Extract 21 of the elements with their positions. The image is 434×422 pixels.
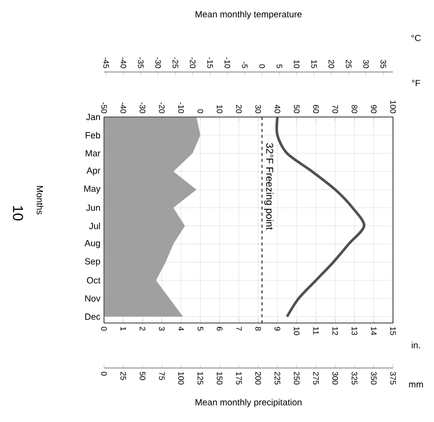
text: 10: [12, 206, 24, 220]
y-tick-label: May: [84, 186, 100, 194]
text: °C: [412, 34, 421, 42]
y-tick-label: Apr: [86, 167, 100, 176]
text: mm: [409, 382, 423, 388]
y-tick-label: Nov: [85, 295, 100, 302]
text: in.: [412, 342, 420, 348]
y-tick-label: Jan: [86, 114, 100, 120]
x-axis-title: Mean monthly precipitation: [196, 398, 302, 408]
text: °F: [412, 80, 420, 86]
y-tick-label: Jun: [86, 204, 100, 211]
y-tick-label: Dec: [85, 314, 100, 320]
y-axis-title: Months: [36, 186, 44, 214]
y-tick-label: Sep: [84, 258, 100, 266]
x-axis-title: Mean monthly temperature: [196, 10, 302, 20]
ref-line-label: 32°F Freezing point: [264, 143, 274, 230]
y-tick-label: Jul: [89, 222, 100, 230]
y-tick-label: Aug: [84, 240, 100, 248]
y-tick-label: Feb: [86, 132, 100, 138]
y-tick-label: Mar: [86, 150, 100, 156]
y-tick-label: Oct: [86, 277, 100, 284]
